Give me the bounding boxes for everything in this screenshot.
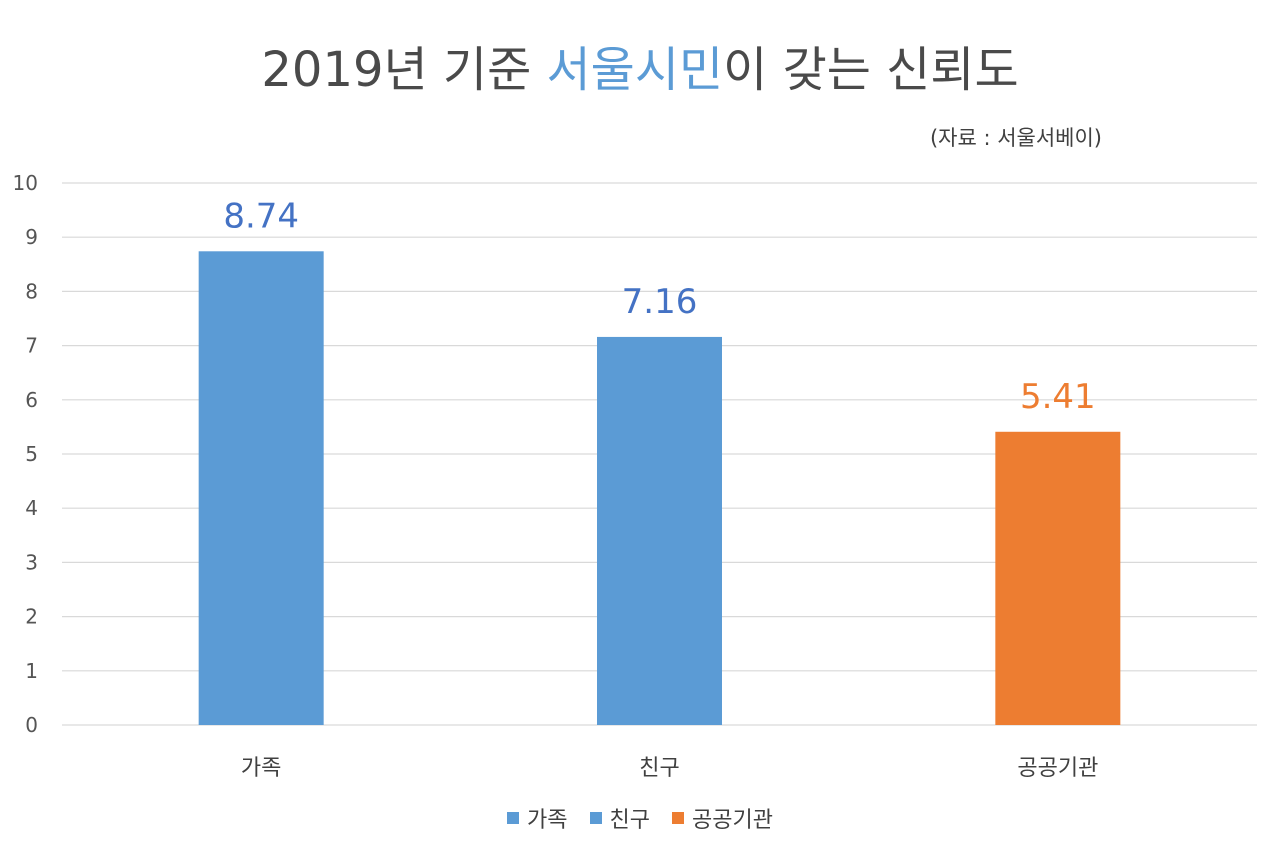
title-highlight: 서울시민 xyxy=(546,42,724,98)
legend-swatch xyxy=(507,812,520,824)
data-label: 5.41 xyxy=(1020,377,1096,417)
y-tick-label: 2 xyxy=(25,605,38,629)
y-tick-label: 8 xyxy=(25,279,38,303)
legend-swatch xyxy=(672,812,684,824)
y-tick-label: 4 xyxy=(25,496,38,520)
chart-legend: 가족 친구 공공기관 xyxy=(0,802,1280,834)
title-part-1: 2019년 기준 xyxy=(261,42,547,98)
title-part-2: 이 갖는 신뢰도 xyxy=(723,42,1019,98)
y-tick-label: 3 xyxy=(25,550,38,574)
legend-swatch xyxy=(589,812,602,824)
x-category-label: 공공기관 xyxy=(1017,756,1098,781)
y-tick-label: 0 xyxy=(25,713,38,737)
bar xyxy=(995,431,1121,725)
y-tick-label: 6 xyxy=(25,388,38,412)
legend-item: 친구 xyxy=(589,802,650,834)
data-label: 7.16 xyxy=(622,282,698,322)
bar xyxy=(597,336,722,725)
legend-item: 가족 xyxy=(507,802,568,834)
y-tick-label: 1 xyxy=(25,659,38,683)
legend-item: 공공기관 xyxy=(672,802,773,834)
x-category-label: 가족 xyxy=(241,756,281,781)
source-note: (자료 : 서울서베이) xyxy=(929,126,1102,150)
data-label: 8.74 xyxy=(223,196,299,236)
y-tick-label: 10 xyxy=(13,171,38,195)
y-tick-label: 7 xyxy=(25,334,38,358)
bar-chart: 0 1 2 3 4 5 6 7 8 9 10 8.74 가족 7.16 친구 5.41 공공기관 xyxy=(13,171,1257,781)
bar xyxy=(198,251,324,726)
legend-label: 친구 xyxy=(609,808,650,833)
y-tick-label: 5 xyxy=(25,442,38,466)
legend-label: 공공기관 xyxy=(692,808,773,833)
y-tick-label: 9 xyxy=(25,225,38,249)
chart-title: 2019년 기준 서울시민이 갖는 신뢰도 xyxy=(0,30,1280,100)
legend-label: 가족 xyxy=(527,808,568,833)
x-category-label: 친구 xyxy=(639,756,679,781)
